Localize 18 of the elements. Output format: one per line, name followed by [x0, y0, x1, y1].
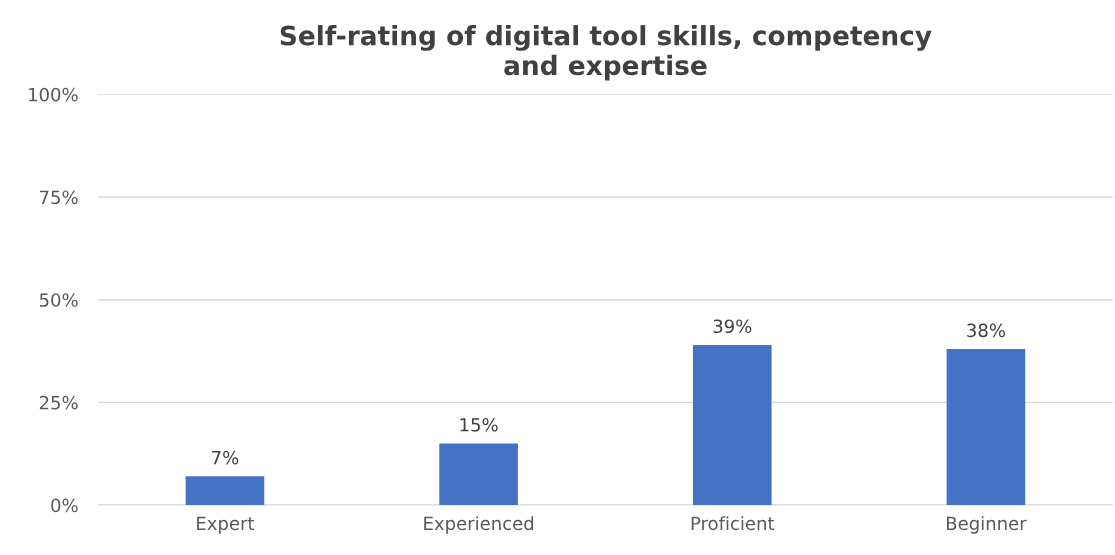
- data-label: 7%: [212, 450, 239, 465]
- bar: [185, 476, 265, 506]
- x-tick-label: Proficient: [691, 516, 775, 531]
- data-label: 39%: [713, 319, 752, 334]
- chart-title: Self-rating of digital tool skills, competency and expertise: [280, 25, 932, 81]
- y-tick-label: 0%: [51, 498, 78, 513]
- x-tick-label: Beginner: [947, 516, 1027, 534]
- x-tick-label: Experienced: [424, 516, 534, 534]
- y-tick-label: 25%: [39, 395, 78, 410]
- y-tick-label: 50%: [39, 293, 78, 307]
- x-tick-label: Expert: [197, 516, 255, 534]
- data-label: 15%: [460, 417, 498, 432]
- y-tick-label: 100%: [29, 87, 78, 102]
- bar: [439, 443, 518, 506]
- y-tick-label: 75%: [40, 190, 78, 205]
- bar: [946, 348, 1026, 506]
- data-label: 38%: [967, 323, 1006, 338]
- bar: [692, 344, 772, 506]
